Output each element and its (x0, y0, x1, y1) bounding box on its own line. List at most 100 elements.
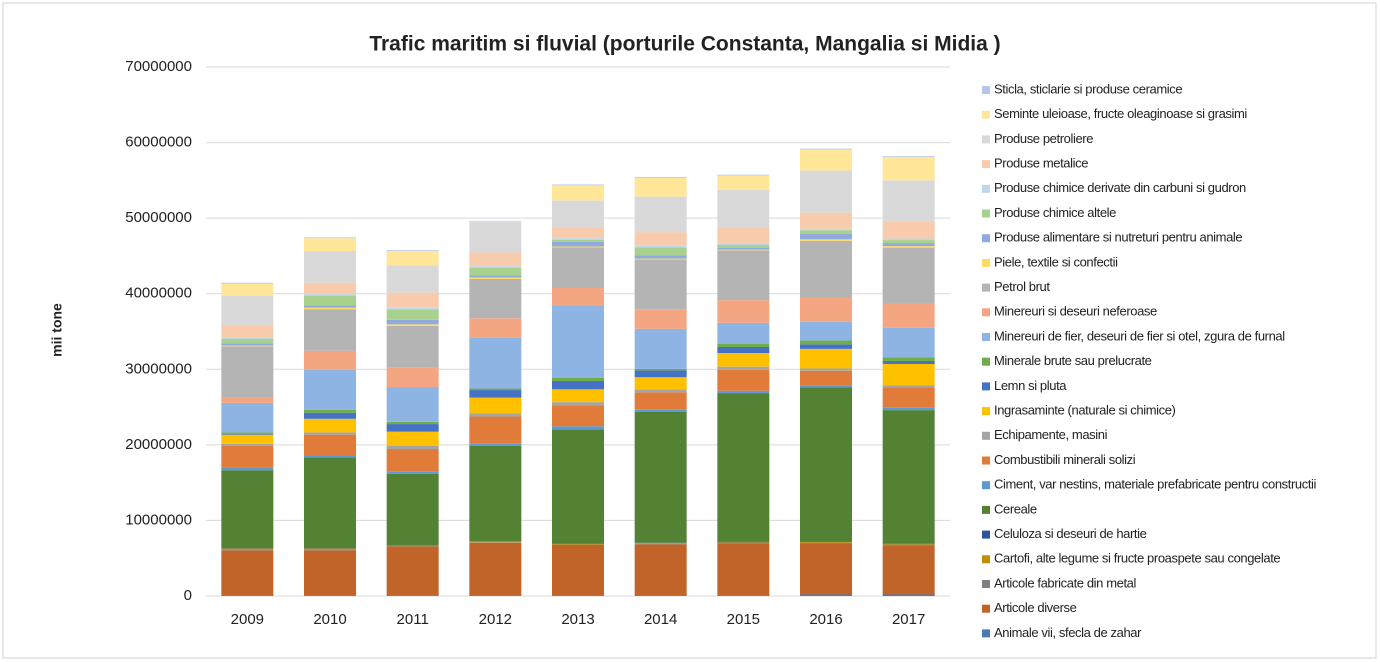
bar-segment (717, 300, 770, 323)
bar-segment (882, 327, 935, 358)
legend-label: Celuloza si deseuri de hartie (994, 526, 1147, 541)
bar-segment (469, 267, 522, 276)
bar-segment (386, 431, 439, 446)
bar-segment (386, 265, 439, 293)
bar-segment (717, 249, 770, 251)
bar-segment (882, 246, 935, 248)
bar-segment (800, 321, 852, 341)
y-tick-label: 40000000 (125, 285, 192, 302)
bar-segment (717, 366, 770, 370)
bar-segment (717, 250, 770, 301)
bar-segment (882, 240, 935, 244)
bar-segment (386, 292, 439, 308)
bar-segment (800, 594, 852, 596)
bar-segment (634, 245, 687, 248)
bar-segment (882, 238, 935, 241)
bar-segment (800, 340, 852, 345)
bar-segment (386, 324, 439, 326)
legend-swatch (982, 629, 990, 638)
legend-swatch (982, 604, 990, 613)
bar-segment (221, 443, 274, 446)
bar-segment (634, 392, 687, 410)
bar-segment (634, 544, 687, 596)
bar-segment (386, 471, 439, 474)
bar-segment (634, 389, 687, 393)
legend-swatch (982, 135, 990, 144)
y-tick-label: 10000000 (125, 511, 192, 528)
legend-label: Piele, textile si confectii (994, 254, 1118, 269)
x-tick-label: 2011 (397, 611, 429, 628)
bar-segment (634, 255, 687, 259)
bar-segment (304, 432, 356, 435)
bar-segment (386, 387, 439, 422)
bar-segment (221, 434, 274, 444)
bar-segment (469, 445, 522, 542)
x-tick-label: 2009 (231, 611, 264, 628)
bar-segment (552, 402, 604, 406)
y-tick-label: 50000000 (125, 209, 192, 226)
bar-segment (717, 247, 770, 250)
bar-segment (386, 545, 439, 547)
bar-segment (552, 543, 604, 545)
bar-segment (634, 543, 687, 544)
bar-segment (552, 247, 604, 289)
bar-segment (800, 368, 852, 371)
legend-swatch (982, 110, 990, 119)
legend-swatch (982, 209, 990, 218)
legend-label: Articole fabricate din metal (994, 575, 1136, 590)
bar-segment (552, 405, 604, 427)
bar-segment (634, 247, 687, 256)
bar-segment (469, 416, 522, 444)
bar-segment (221, 295, 274, 326)
bar-segment (552, 185, 604, 201)
bar-segment (304, 412, 356, 419)
bar-segment (304, 409, 356, 413)
bar-segment (882, 594, 935, 596)
legend-swatch (982, 258, 990, 267)
bar-segment (221, 402, 274, 433)
bar-segment (386, 424, 439, 432)
bar-segment (552, 426, 604, 430)
bar-segment (800, 228, 852, 231)
legend-swatch (982, 530, 990, 539)
bar-segment (221, 433, 274, 435)
bar-segment (386, 307, 439, 310)
bar-segment (386, 251, 439, 266)
bar-segment (717, 227, 770, 244)
bar-segment (634, 411, 687, 543)
bar-segment (221, 325, 274, 338)
bar-segment (552, 288, 604, 306)
legend-label: Produse alimentare si nutreturi pentru a… (994, 230, 1242, 245)
bar-segment (800, 344, 852, 349)
bar-segment (717, 244, 770, 248)
bar-segment (469, 252, 522, 267)
bar-segment (469, 266, 522, 268)
bar-segment (386, 449, 439, 472)
bar-segment (882, 407, 935, 411)
bar-segment (221, 548, 274, 550)
bar-segment (221, 397, 274, 403)
bar-segment (304, 434, 356, 456)
bar-segment (469, 277, 522, 279)
bar-segment (634, 368, 687, 371)
bar-segment (634, 370, 687, 378)
y-tick-label: 0 (184, 587, 192, 604)
legend-label: Sticla, sticlarie si produse ceramice (994, 81, 1182, 96)
legend-label: Produse chimice altele (994, 205, 1116, 220)
y-tick-label: 60000000 (125, 134, 192, 151)
bar-segment (386, 325, 439, 368)
bar-segment (386, 445, 439, 450)
x-tick-label: 2014 (644, 611, 677, 628)
legend-label: Combustibili minerali solizi (994, 452, 1136, 467)
bar-segment (634, 409, 687, 412)
legend-label: Ciment, var nestins, materiale prefabric… (994, 477, 1317, 492)
bar-segment (221, 343, 274, 346)
bar-segment (800, 212, 852, 229)
bar-segment (882, 544, 935, 545)
bar-segment (882, 243, 935, 247)
bar-segment (552, 429, 604, 544)
bar-segment (221, 345, 274, 347)
bar-segment (221, 337, 274, 339)
bar-segment (221, 282, 274, 284)
bar-segment (469, 413, 522, 417)
